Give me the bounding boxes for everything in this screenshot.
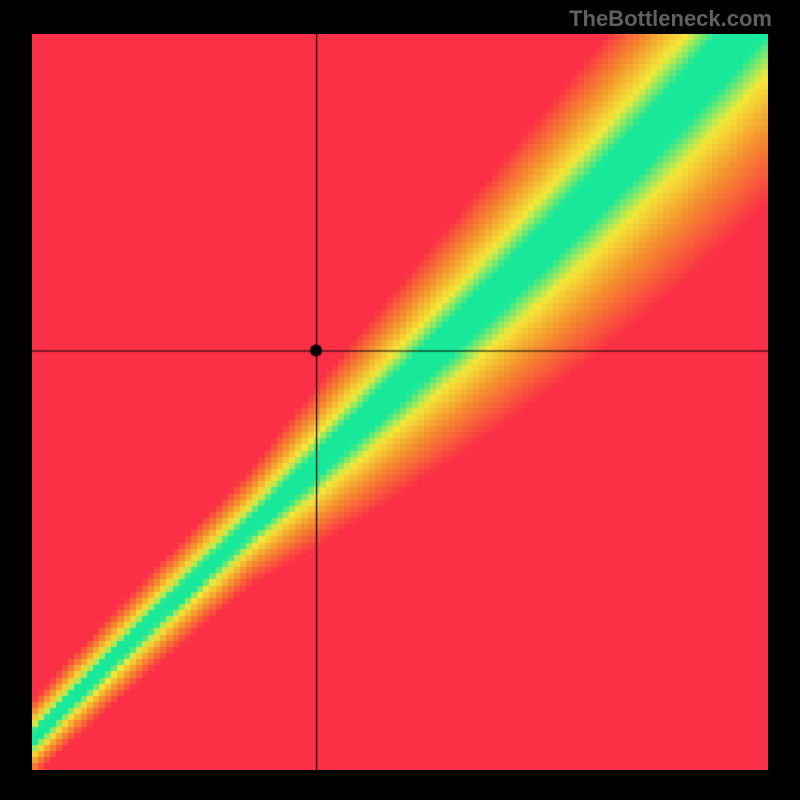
watermark-text: TheBottleneck.com	[569, 6, 772, 32]
heatmap-plot	[32, 34, 768, 770]
